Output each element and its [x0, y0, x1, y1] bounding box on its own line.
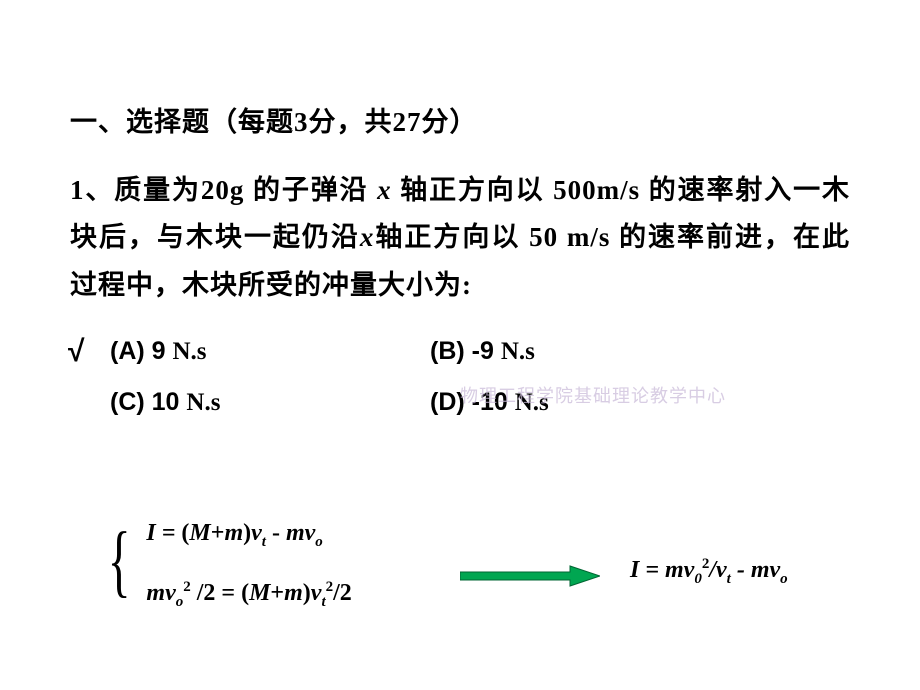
option-c-label: (C) 10 [110, 388, 186, 416]
section-title: 一、选择题（每题3分，共27分） [70, 100, 850, 139]
option-a: √ (A) 9 N.s [110, 337, 430, 366]
q-prefix: 1、质量为20g 的子弹沿 [70, 175, 377, 205]
question-text: 1、质量为20g 的子弹沿 x 轴正方向以 500m/s 的速率射入一木块后，与… [70, 167, 850, 309]
arrow-icon [460, 564, 600, 593]
option-a-unit: N.s [173, 338, 207, 365]
equations-block: { I = (M+m)vt - mvo mvo2 /2 = (M+m)vt2/2… [100, 520, 860, 611]
equation-pair: I = (M+m)vt - mvo mvo2 /2 = (M+m)vt2/2 [146, 520, 351, 611]
check-icon: √ [68, 335, 84, 369]
option-c-unit: N.s [186, 389, 220, 416]
q-var2: x [360, 222, 375, 252]
option-b-unit: N.s [501, 338, 535, 365]
result-equation: I = mv02/vt - mvo [630, 556, 788, 588]
options-row-1: √ (A) 9 N.s (B) -9 N.s [110, 337, 850, 366]
equation-2: mvo2 /2 = (M+m)vt2/2 [146, 579, 351, 611]
arrow-shape [460, 566, 600, 586]
equation-1: I = (M+m)vt - mvo [146, 520, 351, 551]
option-b-label: (B) -9 [430, 337, 501, 365]
q-var1: x [377, 175, 392, 205]
left-brace: { [108, 521, 131, 601]
option-b: (B) -9 N.s [430, 337, 750, 366]
option-a-label: (A) 9 [110, 337, 173, 365]
option-c: (C) 10 N.s [110, 388, 430, 417]
watermark-text: 物理工程学院基础理论教学中心 [460, 382, 726, 408]
